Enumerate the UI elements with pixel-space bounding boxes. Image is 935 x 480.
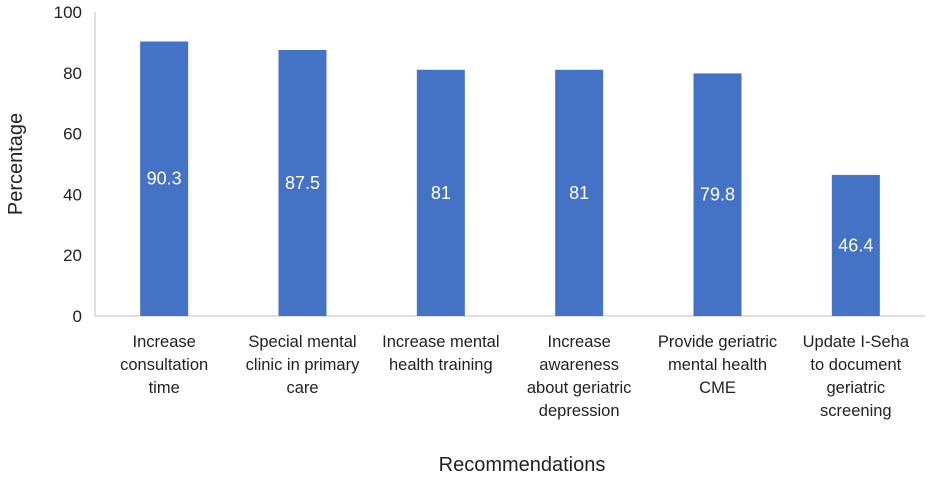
y-tick-label: 40 bbox=[63, 185, 82, 204]
category-label: Provide geriatric mental health CME bbox=[658, 333, 777, 397]
bar bbox=[555, 69, 604, 316]
y-axis-title: Percentage bbox=[5, 113, 27, 215]
data-label: 79.8 bbox=[700, 185, 735, 205]
bar bbox=[693, 73, 742, 317]
bar bbox=[831, 174, 880, 316]
data-label: 46.4 bbox=[838, 235, 873, 255]
y-tick-label: 100 bbox=[54, 3, 82, 22]
data-label: 90.3 bbox=[147, 169, 182, 189]
y-tick-label: 20 bbox=[63, 246, 82, 265]
bar bbox=[140, 41, 189, 316]
bar bbox=[278, 50, 327, 316]
y-tick-label: 60 bbox=[63, 125, 82, 144]
bar bbox=[416, 69, 465, 316]
data-label: 81 bbox=[569, 183, 589, 203]
y-axis-ticks: 0 20 40 60 80 100 bbox=[54, 3, 82, 326]
category-label: Update I-Seha to document geriatric screeni… bbox=[803, 333, 910, 420]
category-label: Increase mental health training bbox=[382, 333, 499, 374]
y-tick-label: 80 bbox=[63, 64, 82, 83]
data-labels: 90.3 87.5 81 81 79.8 46.4 bbox=[147, 169, 874, 256]
category-label: Increase awareness about geriatric depressi… bbox=[527, 333, 632, 420]
category-label: Increase consultation time bbox=[120, 333, 208, 397]
data-label: 81 bbox=[431, 183, 451, 203]
bars bbox=[140, 41, 880, 317]
category-label: Special mental clinic in primary care bbox=[246, 333, 360, 397]
category-labels: Increase consultation time Special mental cl… bbox=[120, 333, 910, 420]
x-axis-title: Recommendations bbox=[439, 454, 606, 476]
y-tick-label: 0 bbox=[73, 307, 82, 326]
data-label: 87.5 bbox=[285, 173, 320, 193]
